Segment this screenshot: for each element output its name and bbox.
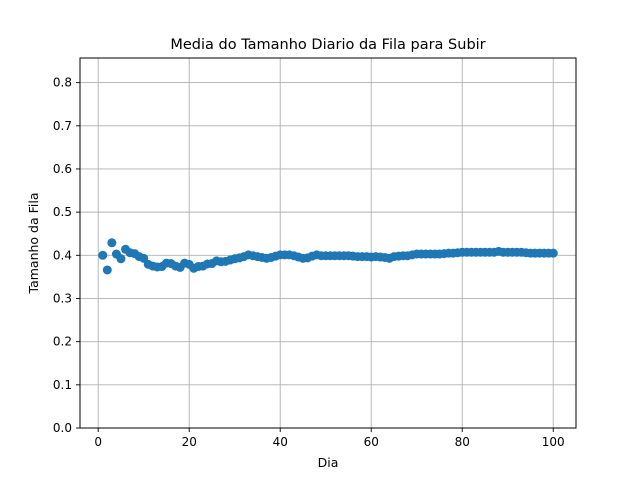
data-point [107,238,117,248]
x-tick-label: 80 [455,435,470,449]
data-point [548,248,558,258]
x-tick-label: 20 [182,435,197,449]
y-tick-label: 0.1 [53,378,72,392]
plot-frame [79,57,577,429]
y-tick-label: 0.5 [53,205,72,219]
y-tick-label: 0.8 [53,76,72,90]
data-point [102,265,112,275]
y-axis-label: Tamanho da Fila [26,193,41,295]
x-axis-label: Dia [318,455,339,470]
y-tick-label: 0.2 [53,335,72,349]
y-tick-label: 0.6 [53,162,72,176]
y-tick-label: 0.0 [53,421,72,435]
data-points [98,238,558,275]
x-tick-label: 0 [94,435,102,449]
axis-ticks: 0 20 40 60 80 100 0.0 0.1 0.2 0.3 0.4 0.5 0.6 0.7 0.8 [53,76,565,449]
data-point [116,254,126,264]
data-point [98,250,108,260]
x-tick-label: 40 [273,435,288,449]
x-tick-label: 60 [364,435,379,449]
y-tick-label: 0.7 [53,119,72,133]
y-tick-label: 0.3 [53,291,72,305]
x-tick-label: 100 [542,435,565,449]
chart-title: Media do Tamanho Diario da Fila para Sub… [170,37,485,53]
grid-lines [80,58,576,429]
y-tick-label: 0.4 [53,248,72,262]
